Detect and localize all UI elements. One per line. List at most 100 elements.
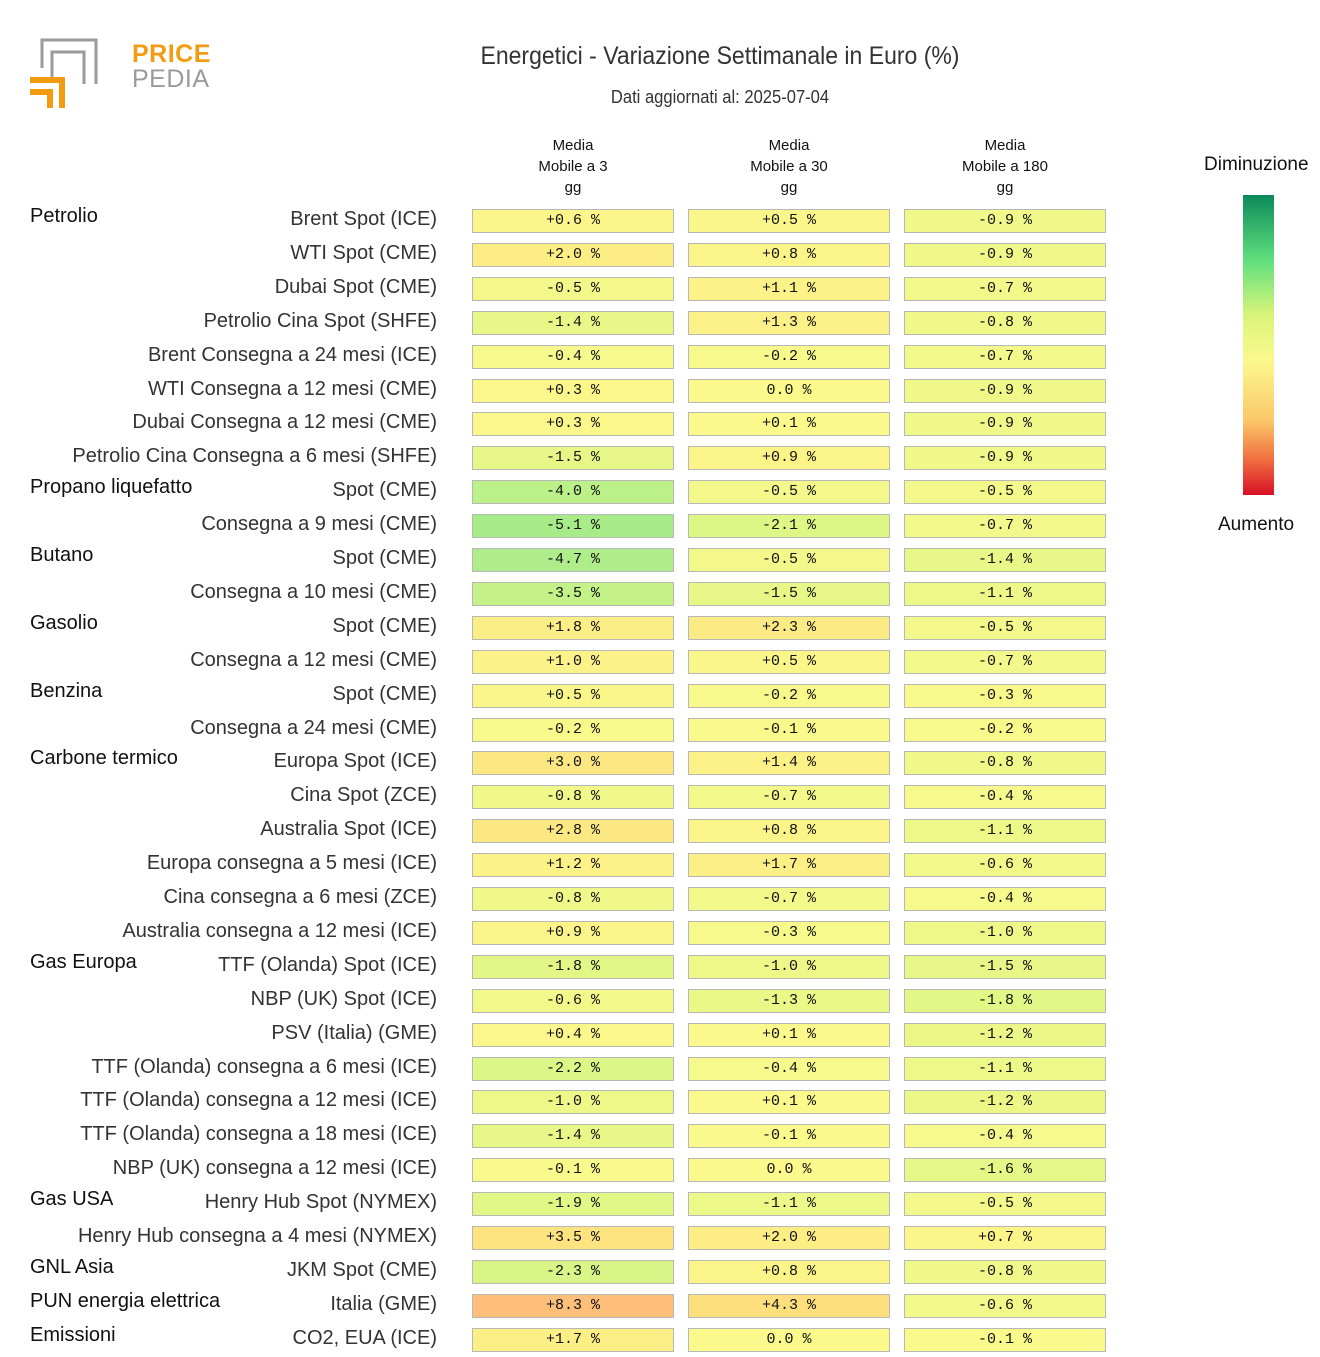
row-label: CO2, EUA (ICE) <box>292 1326 437 1349</box>
column-header-line: Media <box>768 137 810 154</box>
row-label: NBP (UK) consegna a 12 mesi (ICE) <box>112 1157 437 1180</box>
group-label: Petrolio <box>30 205 98 227</box>
group-label: Gas Europa <box>30 950 137 973</box>
heatmap-cell: +8.3 % <box>472 1293 674 1318</box>
heatmap-cell: -0.4 % <box>688 1056 890 1081</box>
heatmap-cell: +0.7 % <box>904 1226 1106 1250</box>
group-label: Gasolio <box>30 611 98 634</box>
heatmap-cell: +2.8 % <box>472 819 674 844</box>
heatmap-cell: -0.5 % <box>904 615 1106 640</box>
heatmap-cell: -1.1 % <box>904 581 1106 606</box>
column-header: Media Mobile a 3 gg <box>472 135 674 198</box>
row-label: Henry Hub Spot (NYMEX) <box>204 1191 437 1214</box>
heatmap-cell: -1.2 % <box>904 1090 1106 1115</box>
heatmap-cell: -0.6 % <box>472 988 674 1013</box>
column-header: Media Mobile a 30 gg <box>688 135 890 198</box>
heatmap-cell: -0.2 % <box>688 344 890 369</box>
legend-label-top: Diminuzione <box>1204 154 1309 175</box>
group-label: Propano liquefatto <box>30 476 193 499</box>
row-label: Australia Spot (ICE) <box>260 818 437 841</box>
heatmap-cell: +3.5 % <box>472 1226 674 1250</box>
heatmap-cell: -0.7 % <box>688 887 890 911</box>
heatmap-cell: -0.9 % <box>904 209 1106 233</box>
heatmap-cell: -0.9 % <box>904 378 1106 403</box>
group-label: Butano <box>30 544 94 566</box>
row-label: Europa consegna a 5 mesi (ICE) <box>146 852 437 875</box>
heatmap-cell: +1.4 % <box>688 751 890 776</box>
heatmap-cell: -1.2 % <box>904 1022 1106 1047</box>
row-label: Consegna a 24 mesi (CME) <box>190 716 437 739</box>
row-label: Consegna a 12 mesi (CME) <box>190 648 437 671</box>
row-label: TTF (Olanda) consegna a 12 mesi (ICE) <box>80 1089 437 1112</box>
row-label: JKM Spot (CME) <box>286 1258 437 1281</box>
row-label: Petrolio Cina Spot (SHFE) <box>203 309 437 332</box>
heatmap-cell: -0.5 % <box>904 480 1106 505</box>
heatmap-cell: +1.2 % <box>472 853 674 878</box>
row-label: Consegna a 9 mesi (CME) <box>201 513 437 536</box>
row-label: Henry Hub consegna a 4 mesi (NYMEX) <box>77 1225 437 1247</box>
heatmap-cell: -0.6 % <box>904 853 1106 878</box>
heatmap-cell: +0.9 % <box>688 446 890 471</box>
row-label: Spot (CME) <box>332 479 437 502</box>
heatmap-cell: -0.5 % <box>688 548 890 572</box>
row-label: Brent Consegna a 24 mesi (ICE) <box>147 343 437 366</box>
heatmap-cell: +0.3 % <box>472 412 674 437</box>
row-label: TTF (Olanda) consegna a 18 mesi (ICE) <box>80 1123 437 1146</box>
row-label: Petrolio Cina Consegna a 6 mesi (SHFE) <box>72 445 437 468</box>
heatmap-cell: -1.9 % <box>472 1192 674 1217</box>
column-header-line: gg <box>564 179 582 196</box>
row-label: PSV (Italia) (GME) <box>271 1021 437 1044</box>
column-header-line: Mobile a 180 <box>962 158 1048 175</box>
heatmap-cell: -0.1 % <box>472 1158 674 1183</box>
heatmap-cell: -0.7 % <box>688 785 890 810</box>
heatmap-cell: -1.4 % <box>904 548 1106 572</box>
column-header-line: Mobile a 30 <box>750 158 828 175</box>
logo-text-pedia: PEDIA <box>132 65 210 93</box>
heatmap-cell: +0.5 % <box>472 683 674 708</box>
chart-subtitle: Dati aggiornati al: 2025-07-04 <box>610 87 830 107</box>
group-label: GNL Asia <box>30 1255 114 1278</box>
row-label: NBP (UK) Spot (ICE) <box>250 987 437 1010</box>
column-header-line: Mobile a 3 <box>538 158 608 175</box>
heatmap-cell: +0.6 % <box>472 209 674 233</box>
heatmap-cell: -1.1 % <box>904 819 1106 844</box>
heatmap-cell: -1.8 % <box>904 988 1106 1013</box>
heatmap-cell: +0.9 % <box>472 920 674 945</box>
heatmap-cell: +0.8 % <box>688 242 890 267</box>
heatmap-cell: +1.7 % <box>472 1327 674 1352</box>
heatmap-cell: -1.4 % <box>472 1124 674 1149</box>
group-label: Gas USA <box>30 1188 114 1211</box>
heatmap-cell: -0.1 % <box>688 1124 890 1149</box>
heatmap-cell: +0.5 % <box>688 209 890 233</box>
heatmap-cell: +0.8 % <box>688 1259 890 1284</box>
heatmap-cell: 0.0 % <box>688 378 890 403</box>
group-label: Benzina <box>30 679 103 702</box>
row-label: Dubai Consegna a 12 mesi (CME) <box>132 411 437 434</box>
heatmap-cell: -0.3 % <box>688 920 890 945</box>
heatmap-cell: -1.1 % <box>904 1056 1106 1081</box>
row-label: Cina consegna a 6 mesi (ZCE) <box>163 886 437 908</box>
pricepedia-logo: PRICE PEDIA <box>30 38 210 110</box>
heatmap-cell: -1.0 % <box>472 1090 674 1115</box>
heatmap-cell: -0.4 % <box>904 785 1106 810</box>
heatmap-cell: -0.8 % <box>904 751 1106 776</box>
row-label: Consegna a 10 mesi (CME) <box>190 580 437 603</box>
heatmap-cell: +1.7 % <box>688 853 890 878</box>
pricepedia-logo-mark <box>30 38 98 108</box>
heatmap-cell: -2.1 % <box>688 514 890 539</box>
heatmap-cell: -0.8 % <box>472 785 674 810</box>
heatmap-cell: -0.5 % <box>688 480 890 505</box>
heatmap-cell: +0.4 % <box>472 1022 674 1047</box>
heatmap-cell: -0.7 % <box>904 276 1106 301</box>
heatmap-cell: -0.7 % <box>904 514 1106 539</box>
heatmap-cell: -0.5 % <box>472 276 674 301</box>
heatmap-cell: -0.2 % <box>904 717 1106 742</box>
heatmap-cell: -0.6 % <box>904 1293 1106 1318</box>
heatmap-cell: -0.8 % <box>904 1259 1106 1284</box>
heatmap-cell: -4.0 % <box>472 480 674 505</box>
group-label: Emissioni <box>30 1323 116 1346</box>
heatmap-cell: +2.0 % <box>472 242 674 267</box>
heatmap-cell: +0.5 % <box>688 649 890 674</box>
heatmap-cell: -3.5 % <box>472 581 674 606</box>
row-label: Brent Spot (ICE) <box>290 208 437 230</box>
